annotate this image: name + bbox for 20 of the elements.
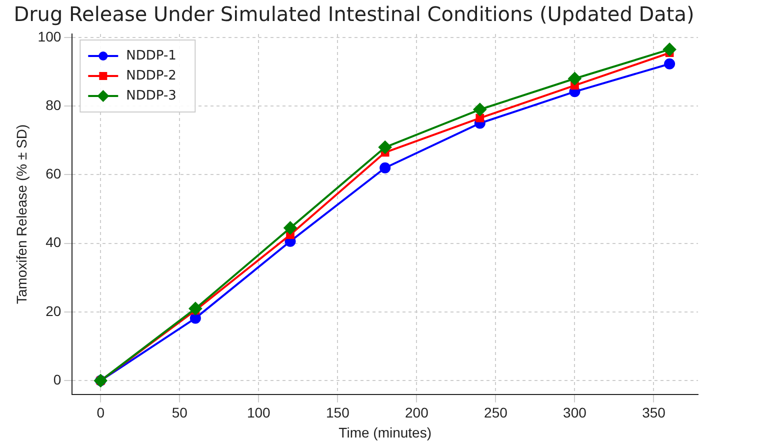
x-tick-label: 100	[246, 404, 271, 421]
y-tick-label: 40	[46, 234, 62, 250]
legend-label: NDDP-1	[126, 48, 176, 64]
y-tick-label: 80	[46, 96, 62, 113]
legend-label: NDDP-3	[126, 88, 176, 104]
y-tick-label: 20	[46, 302, 62, 319]
x-axis-title: Time (minutes)	[338, 424, 432, 440]
y-axis-title: Tamoxifen Release (% ± SD)	[13, 124, 30, 304]
x-tick-label: 50	[172, 404, 188, 421]
x-tick-label: 0	[96, 404, 105, 421]
chart-title: Drug Release Under Simulated Intestinal Conditions (Updated Data)	[14, 2, 694, 26]
y-tick-label: 100	[38, 28, 62, 44]
y-tick-label: 0	[53, 372, 62, 388]
x-tick-label: 150	[326, 404, 350, 421]
x-tick-label: 350	[642, 404, 666, 421]
x-tick-label: 250	[484, 404, 508, 421]
legend-label: NDDP-2	[126, 68, 176, 84]
x-tick-label: 300	[563, 404, 587, 421]
y-tick-label: 60	[46, 166, 62, 182]
x-tick-label: 200	[405, 404, 429, 421]
